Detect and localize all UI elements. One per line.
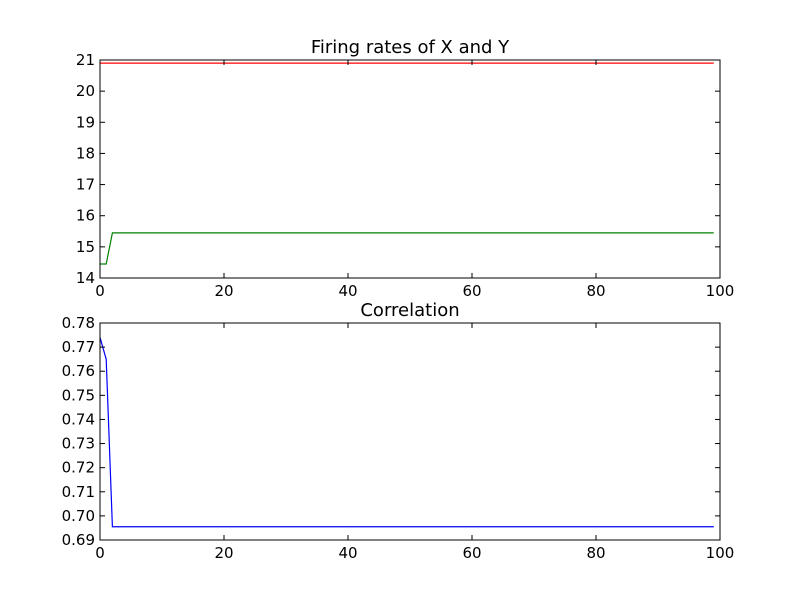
chart-1-series-2-line xyxy=(100,232,714,265)
chart-2-ytick-label: 0.76 xyxy=(62,362,95,380)
chart-1-xtick-label: 0 xyxy=(95,282,105,300)
chart-1-axes-frame xyxy=(99,59,721,279)
chart-2-xtick-label: 20 xyxy=(214,544,233,562)
chart-1-xtick-label: 80 xyxy=(586,282,605,300)
chart-2-axes-frame xyxy=(99,322,721,541)
chart-2-ytick-label: 0.78 xyxy=(62,314,95,332)
chart-2-ytick-label: 0.75 xyxy=(62,386,95,404)
chart-1-ytick-label: 18 xyxy=(76,144,95,162)
chart-2-xtick-label: 0 xyxy=(95,544,105,562)
chart-2-ytick-label: 0.77 xyxy=(62,338,95,356)
chart-2-xtick-label: 60 xyxy=(462,544,481,562)
chart-1-xtick-label: 60 xyxy=(462,282,481,300)
chart-1-ytick-label: 15 xyxy=(76,238,95,256)
chart-1-xtick-label: 20 xyxy=(214,282,233,300)
chart-2-ytick-label: 0.74 xyxy=(62,410,95,428)
chart-2-xtick-label: 100 xyxy=(706,544,735,562)
chart-1-ytick-label: 20 xyxy=(76,82,95,100)
chart-2-ytick-label: 0.71 xyxy=(62,483,95,501)
chart-1-xtick-label: 40 xyxy=(338,282,357,300)
chart-2-title: Correlation xyxy=(360,300,459,321)
chart-2-ytick-label: 0.73 xyxy=(62,435,95,453)
chart-2-xtick-label: 80 xyxy=(586,544,605,562)
chart-2-xtick-label: 40 xyxy=(338,544,357,562)
chart-2-series-1-line xyxy=(99,337,714,528)
chart-1-title: Firing rates of X and Y xyxy=(311,37,510,58)
chart-1-ytick-label: 14 xyxy=(76,269,95,287)
chart-1-xtick-label: 100 xyxy=(706,282,735,300)
chart-2-ytick-label: 0.70 xyxy=(62,507,95,525)
chart-1-ytick-label: 19 xyxy=(76,113,95,131)
chart-1-ytick-label: 21 xyxy=(76,51,95,69)
chart-2-ytick-label: 0.69 xyxy=(62,531,95,549)
chart-1-ytick-label: 17 xyxy=(76,176,95,194)
chart-1-ytick-label: 16 xyxy=(76,207,95,225)
chart-2-ytick-label: 0.72 xyxy=(62,459,95,477)
